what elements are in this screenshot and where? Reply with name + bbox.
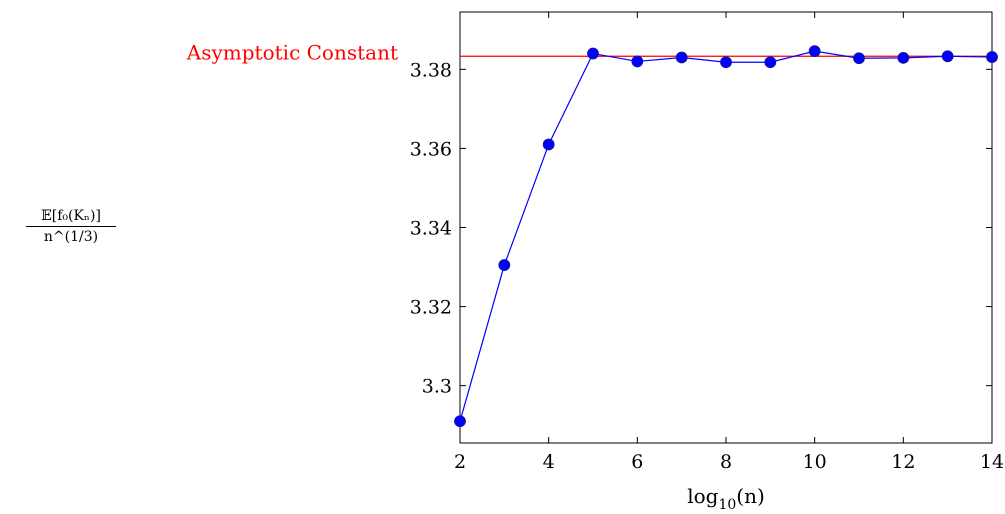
series-line: [459, 50, 993, 422]
data-point: [941, 50, 954, 63]
x-tick-label: 6: [631, 451, 643, 473]
y-axis-label-numerator: 𝔼[f₀(Kₙ)]: [41, 208, 101, 224]
plot-frame: [459, 11, 993, 444]
reference-line-label: Asymptotic Constant: [186, 40, 398, 64]
y-axis-label-fraction-bar: [26, 226, 116, 227]
data-point: [897, 51, 910, 64]
data-point: [587, 47, 599, 60]
data-point: [542, 138, 555, 151]
y-tick-label: 3.34: [410, 218, 452, 240]
x-axis-label-base: log: [687, 484, 718, 508]
x-axis-label: log10(n): [687, 484, 765, 513]
data-point: [675, 51, 688, 64]
x-tick-label: 8: [720, 451, 732, 473]
x-axis-label-subscript: 10: [718, 497, 736, 513]
data-point: [986, 51, 998, 63]
data-point: [853, 52, 865, 65]
data-point: [720, 56, 732, 69]
x-tick-label: 4: [543, 451, 555, 473]
data-point: [764, 56, 777, 69]
y-axis-label-denominator: n^(1/3): [43, 229, 99, 245]
data-point: [631, 55, 644, 68]
x-tick-label: 2: [454, 451, 466, 473]
data-point: [498, 259, 511, 271]
y-tick-label: 3.32: [410, 297, 452, 319]
x-tick-label: 12: [891, 451, 915, 473]
plot-area: 2 4 6 8 10 12 14 3.3 3.32 3.34 3.36 3.38: [410, 11, 1004, 473]
x-tick-label: 10: [803, 451, 827, 473]
y-tick-label: 3.38: [410, 59, 452, 81]
y-tick-label: 3.3: [422, 376, 452, 398]
data-point: [454, 415, 466, 428]
y-tick-label: 3.36: [410, 138, 452, 160]
data-point: [808, 45, 821, 58]
x-tick-label: 14: [980, 451, 1004, 473]
x-axis-label-argument: (n): [736, 484, 765, 508]
y-axis-label: 𝔼[f₀(Kₙ)] n^(1/3): [22, 208, 120, 245]
